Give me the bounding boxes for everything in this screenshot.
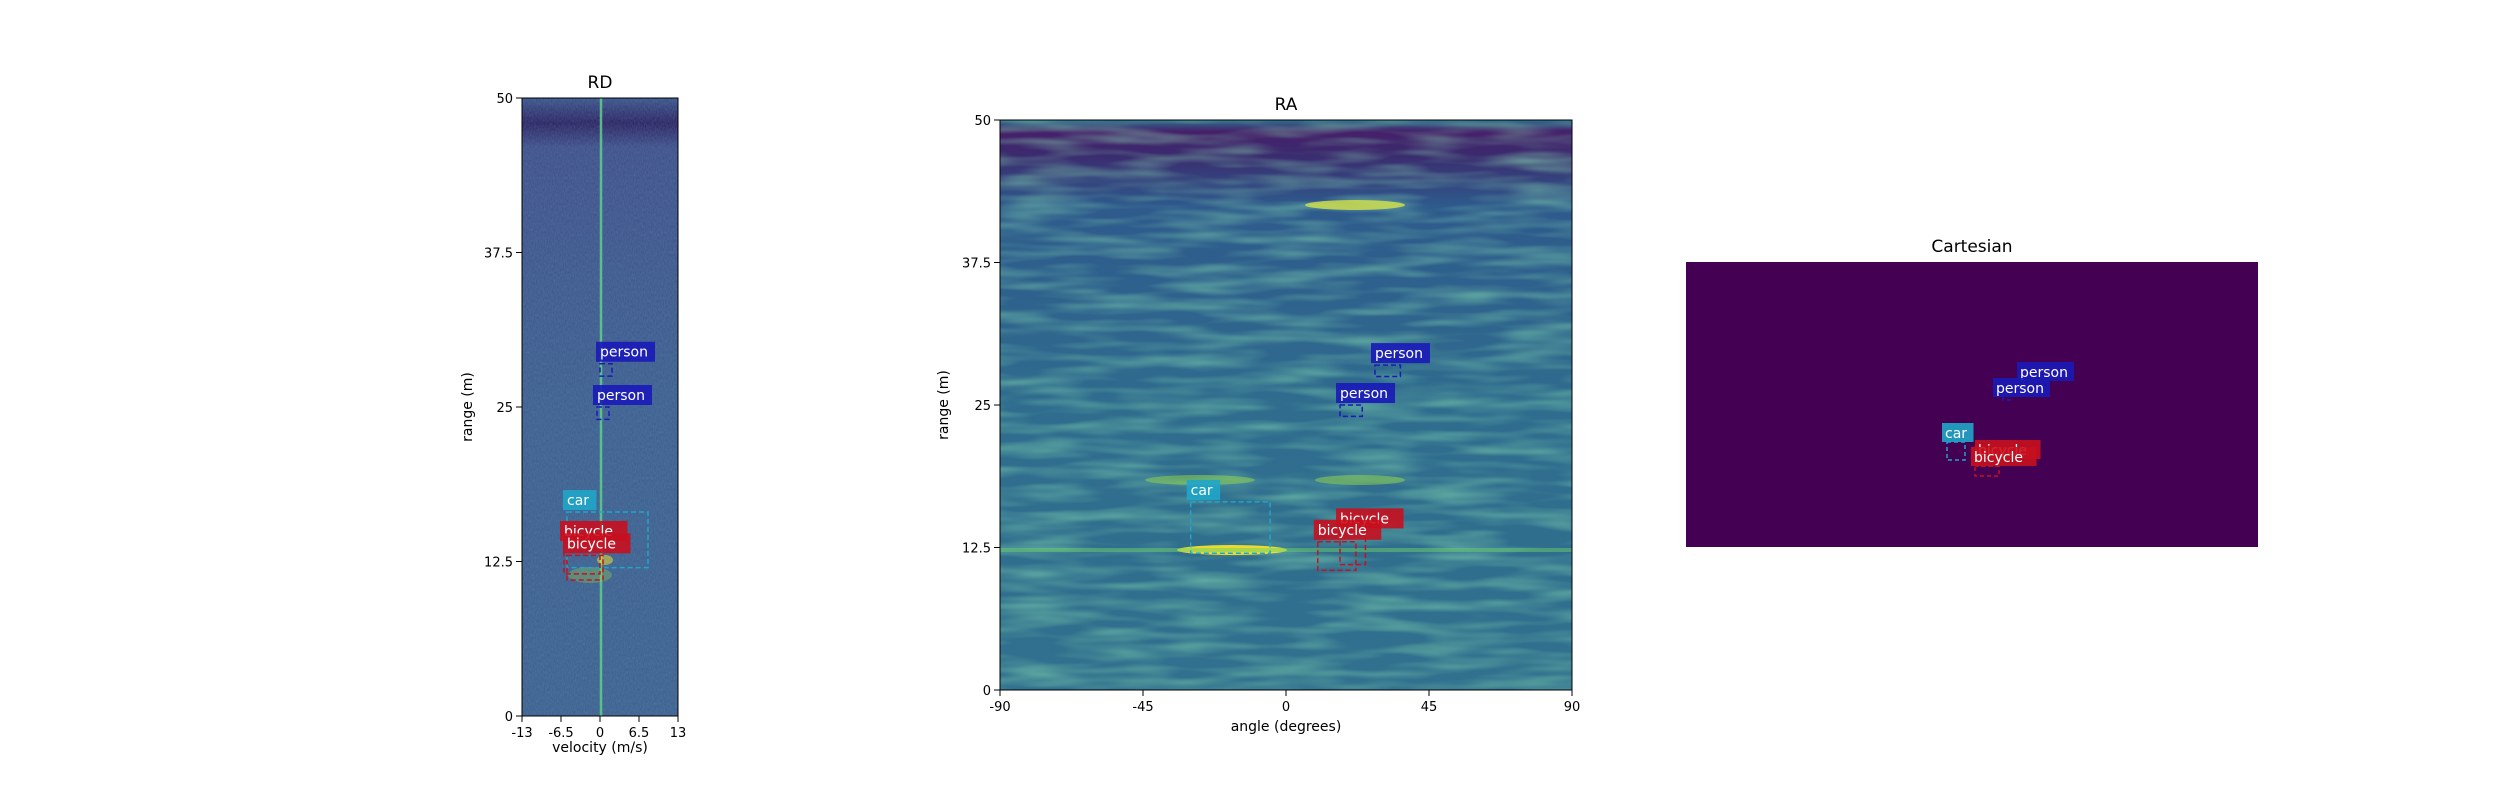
y-tick-label: 25 [496,401,513,416]
y-tick-label: 25 [974,399,991,414]
y-tick-label: 12.5 [962,542,991,557]
bicycle-label-bg [1313,519,1382,540]
x-tick-label: -90 [989,700,1010,715]
rd-title: RD [588,73,613,93]
y-tick-label: 37.5 [484,247,513,262]
person-label: person [1375,346,1423,362]
person-label-bg [1336,383,1396,403]
car-label-bg [1186,479,1221,500]
person-label-bg [2017,362,2074,381]
bicycle-bounding-box [1974,465,2000,477]
x-tick-label: 6.5 [629,726,650,741]
bicycle-label: bicycle [1974,450,2023,466]
cartesian-title: Cartesian [1931,237,2012,257]
y-tick-label: 12.5 [484,556,513,571]
x-tick-label: 13 [670,726,687,741]
car-bounding-box [1189,501,1271,554]
person-bounding-box [1374,364,1402,378]
x-tick-label: -45 [1132,700,1153,715]
person-bounding-box [599,362,613,377]
ra-hotspot [1305,200,1405,210]
car-label: car [1945,426,1967,442]
car-bounding-box [566,511,649,569]
bicycle-label-bg [563,533,631,554]
person-bounding-box [596,406,610,421]
bicycle-label: bicycle [567,536,616,552]
rd-hotspot [568,567,612,583]
ra-heatmap-blobs [1000,120,1572,690]
bicycle-bounding-box [566,554,604,581]
person-label: person [2020,365,2068,381]
x-tick-label: -6.5 [548,726,573,741]
x-tick-label: 0 [1282,700,1290,715]
y-tick-label: 0 [505,710,513,725]
car-label: car [1191,483,1213,499]
person-label: person [600,345,648,361]
bicycle-bounding-box [1317,541,1357,572]
x-tick-label: 90 [1564,700,1581,715]
car-label-bg [1942,423,1974,442]
rd-xlabel: velocity (m/s) [552,740,648,756]
person-label-bg [596,341,655,362]
ra-xlabel: angle (degrees) [1231,719,1342,735]
y-tick-label: 50 [496,92,513,107]
ra-panel: -90 -45 0 45 90 0 12.5 25 37.5 50 person person car… [936,95,1580,735]
bicycle-label: bicycle [1318,523,1367,539]
cartesian-heatmap [1686,262,2258,547]
rd-panel: -13 -6.5 0 6.5 13 0 12.5 25 37.5 50 person person c… [460,73,686,756]
person-label-bg [1993,378,2050,397]
person-label-bg [1370,343,1430,364]
ra-ylabel: range (m) [936,370,952,440]
rd-hotspot [597,555,613,565]
car-label: car [567,493,589,509]
bicycle-label-bg [1971,447,2037,466]
y-tick-label: 0 [983,684,991,699]
person-label: person [1340,386,1388,402]
person-label-bg [593,385,652,405]
ra-hotspot [1315,475,1405,485]
person-bounding-box [1339,404,1364,418]
x-tick-label: 45 [1421,700,1438,715]
rd-ylabel: range (m) [460,372,476,442]
person-label: person [597,388,645,404]
y-tick-label: 50 [974,114,991,129]
x-tick-label: -13 [511,726,532,741]
x-tick-label: 0 [596,726,604,741]
person-label: person [1996,381,2044,397]
car-label-bg [563,490,597,511]
y-tick-label: 37.5 [962,257,991,272]
ra-title: RA [1275,95,1298,115]
